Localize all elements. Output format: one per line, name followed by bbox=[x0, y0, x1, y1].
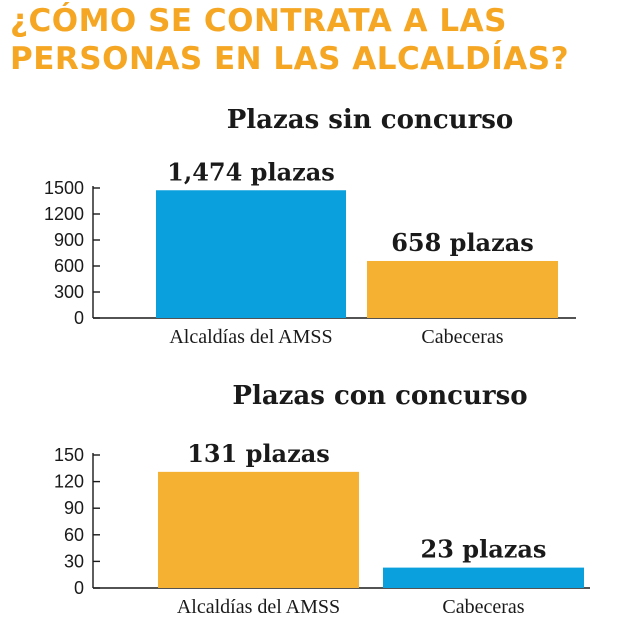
headline: ¿CÓMO SE CONTRATA A LAS PERSONAS EN LAS … bbox=[10, 2, 620, 78]
chart-1-y-tick-label: 1500 bbox=[44, 178, 84, 198]
chart-1-y-tick-label: 0 bbox=[74, 308, 84, 328]
chart-2-category-label-1: Alcaldías del AMSS bbox=[177, 596, 340, 618]
chart-2-y-tick-label: 120 bbox=[54, 472, 84, 492]
chart-1-data-label-2: 658 plazas bbox=[391, 228, 534, 257]
chart-1-bar-1 bbox=[156, 190, 346, 318]
chart-2-data-label-2: 23 plazas bbox=[421, 535, 547, 564]
chart-2-category-label-2: Cabeceras bbox=[442, 596, 524, 618]
headline-line-1: ¿CÓMO SE CONTRATA A LAS bbox=[10, 3, 507, 39]
chart-1-y-tick-label: 300 bbox=[54, 282, 84, 302]
chart-1-data-label-1: 1,474 plazas bbox=[167, 157, 335, 186]
chart-2-bar-2 bbox=[383, 567, 584, 588]
chart-1-y-tick-label: 1200 bbox=[44, 204, 84, 224]
chart-2-data-label-1: 131 plazas bbox=[187, 439, 330, 468]
headline-line-2: PERSONAS EN LAS ALCALDÍAS? bbox=[10, 41, 570, 77]
chart-1-title: Plazas sin concurso bbox=[227, 105, 514, 135]
chart-1-category-label-1: Alcaldías del AMSS bbox=[169, 326, 332, 348]
chart-2-y-tick-label: 60 bbox=[64, 525, 84, 545]
chart-2-y-tick-label: 30 bbox=[64, 551, 84, 571]
chart-2-y-tick-label: 90 bbox=[64, 498, 84, 518]
chart-2-title: Plazas con concurso bbox=[232, 381, 527, 411]
chart-1-y-tick-label: 900 bbox=[54, 230, 84, 250]
chart-1-bar-2 bbox=[367, 260, 558, 318]
chart-2-y-tick-label: 150 bbox=[54, 445, 84, 465]
chart-2-y-tick-label: 0 bbox=[74, 578, 84, 598]
chart-2-bar-1 bbox=[158, 471, 359, 588]
chart-1-y-tick-label: 600 bbox=[54, 256, 84, 276]
chart-1-category-label-2: Cabeceras bbox=[421, 326, 503, 348]
